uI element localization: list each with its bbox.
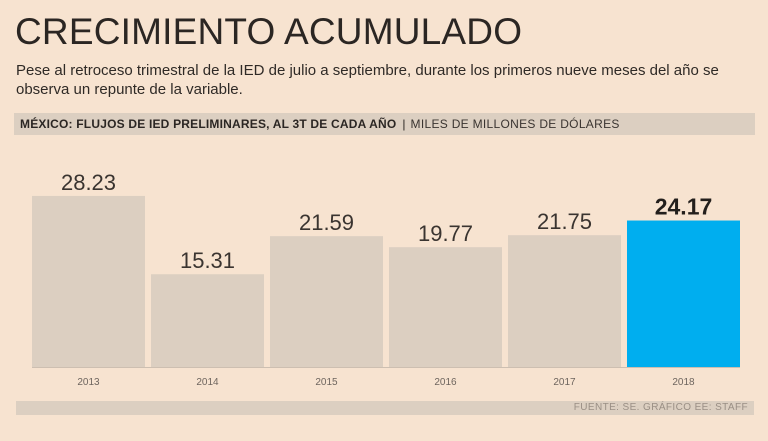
- source-note: FUENTE: SE. GRÁFICO EE: STAFF: [573, 402, 748, 413]
- bar-2015: [270, 236, 383, 367]
- value-label-2013: 28.23: [61, 170, 116, 195]
- x-tick-2017: 2017: [553, 377, 576, 388]
- units-label: MILES DE MILLONES DE DÓLARES: [410, 117, 620, 131]
- bar-2014: [151, 274, 264, 367]
- bar-2017: [508, 235, 621, 367]
- bar-2018: [627, 220, 740, 367]
- x-axis-ticks: 2013 2014 2015 2016 2017 2018: [77, 377, 695, 388]
- x-tick-2013: 2013: [77, 377, 100, 388]
- chart-title: CRECIMIENTO ACUMULADO: [15, 11, 523, 52]
- value-label-2016: 19.77: [418, 221, 473, 246]
- value-label-2015: 21.59: [299, 210, 354, 235]
- x-tick-2018: 2018: [672, 377, 695, 388]
- value-label-2014: 15.31: [180, 248, 235, 273]
- x-tick-2014: 2014: [196, 377, 219, 388]
- chart-heading-band: MÉXICO: FLUJOS DE IED PRELIMINARES, AL 3…: [14, 113, 755, 135]
- bar-2016: [389, 247, 502, 367]
- bar-chart: 2013 2014 2015 2016 2017 2018 28.23 15.31 21.59…: [32, 170, 740, 388]
- value-labels: 28.23 15.31 21.59 19.77 21.75 24.17: [61, 170, 712, 273]
- footer-band: FUENTE: SE. GRÁFICO EE: STAFF: [16, 401, 754, 415]
- value-label-2017: 21.75: [537, 209, 592, 234]
- x-tick-2015: 2015: [315, 377, 338, 388]
- bars-group: [32, 195, 740, 367]
- bar-2013: [32, 195, 145, 367]
- chart-subtitle: Pese al retroceso trimestral de la IED d…: [16, 62, 719, 98]
- x-tick-2016: 2016: [434, 377, 457, 388]
- heading-separator: |: [402, 117, 406, 131]
- chart-heading: MÉXICO: FLUJOS DE IED PRELIMINARES, AL 3…: [20, 117, 397, 131]
- value-label-2018: 24.17: [655, 194, 713, 220]
